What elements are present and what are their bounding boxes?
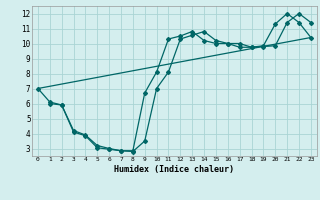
X-axis label: Humidex (Indice chaleur): Humidex (Indice chaleur)	[115, 165, 234, 174]
